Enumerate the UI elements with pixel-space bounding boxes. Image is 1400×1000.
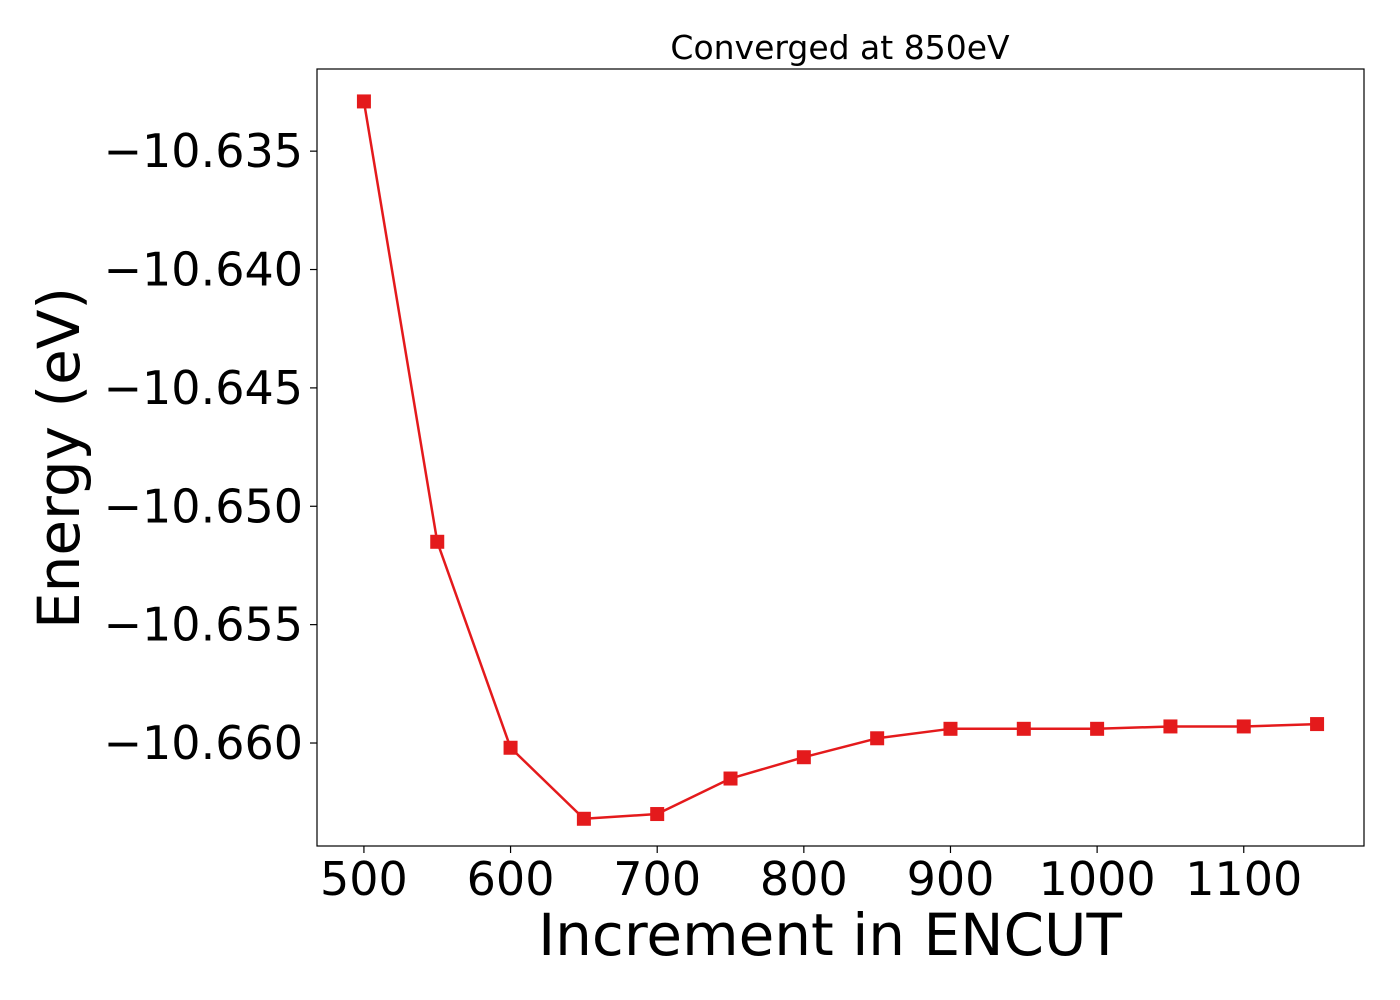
- chart-title: Converged at 850eV: [670, 28, 1010, 67]
- data-point-marker: [723, 771, 738, 786]
- data-point-marker: [870, 731, 885, 746]
- data-point-marker: [576, 811, 591, 826]
- y-tick-label: −10.640: [104, 243, 304, 297]
- x-axis-title: Increment in ENCUT: [538, 901, 1122, 969]
- x-tick-label: 1100: [1185, 852, 1302, 906]
- series-line: [362, 101, 1318, 821]
- y-tick-label: −10.635: [104, 124, 304, 178]
- x-tick-label: 900: [907, 852, 995, 906]
- data-point-marker: [1016, 721, 1031, 736]
- y-axis-title: Energy (eV): [25, 287, 93, 629]
- y-tick-label: −10.660: [104, 716, 304, 770]
- x-tick-label: 500: [320, 852, 408, 906]
- data-point-marker: [1310, 717, 1325, 732]
- data-point-marker: [796, 750, 811, 765]
- series-layer: [356, 94, 1325, 826]
- y-tick-label: −10.650: [104, 479, 304, 533]
- data-point-marker: [943, 721, 958, 736]
- data-point-marker: [503, 740, 518, 755]
- data-point-marker: [1236, 719, 1251, 734]
- x-tick-label: 700: [613, 852, 701, 906]
- data-point-marker: [1163, 719, 1178, 734]
- y-axis: −10.635 −10.640 −10.645 −10.650 −10.655 −10.6…: [104, 124, 317, 770]
- x-tick-label: 800: [760, 852, 848, 906]
- data-point-marker: [1090, 721, 1105, 736]
- y-tick-label: −10.645: [104, 361, 304, 415]
- data-point-marker: [430, 534, 445, 549]
- y-tick-label: −10.655: [104, 598, 304, 652]
- plot-area-frame: [316, 68, 1365, 847]
- x-tick-label: 1000: [1039, 852, 1156, 906]
- data-point-marker: [356, 94, 371, 109]
- x-axis: 500 600 700 800 900 1000 1100: [320, 846, 1302, 906]
- x-tick-label: 600: [467, 852, 555, 906]
- data-point-marker: [650, 807, 665, 822]
